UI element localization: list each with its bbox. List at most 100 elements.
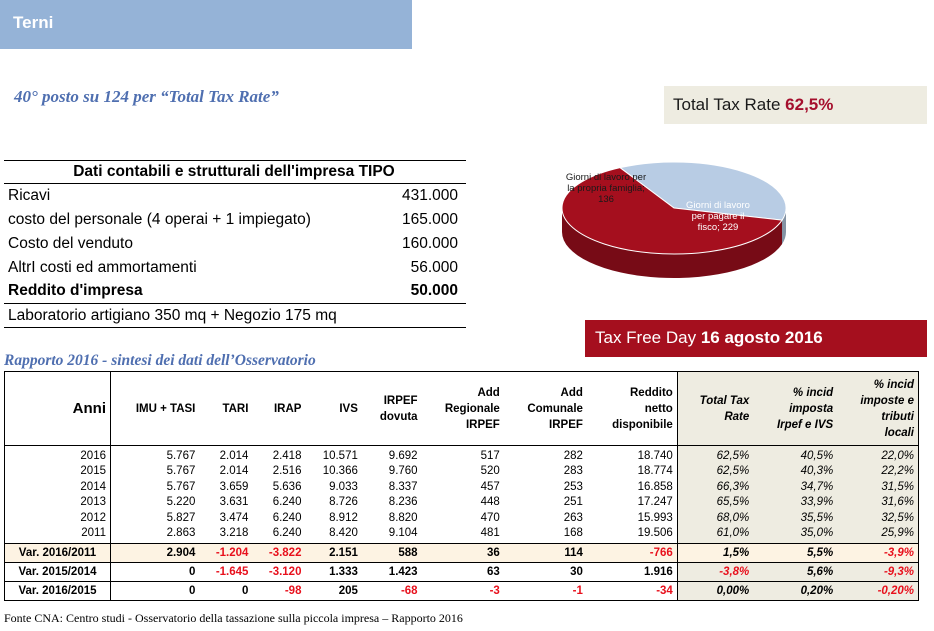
value-cell: 0	[110, 562, 200, 582]
value-cell: 0	[199, 581, 253, 601]
value-cell: 10.571	[322, 450, 358, 463]
value-cell: 68,0%	[676, 510, 754, 526]
value-cell: 40,5%	[753, 445, 838, 464]
impresa-row: AltrI costi ed ammortamenti 56.000	[8, 258, 458, 276]
value-cell: 5,5%	[753, 543, 838, 563]
column-header: IVS	[305, 371, 362, 446]
value-cell: 8.912	[329, 511, 358, 524]
value-cell: 470	[480, 511, 500, 524]
value-cell: 205	[305, 581, 362, 601]
osservatorio-subtitle: Rapporto 2016 - sintesi dei dati dell’Os…	[4, 352, 316, 369]
value-cell: 2.151	[305, 543, 362, 563]
value-cell: 9.104	[388, 527, 418, 540]
pie-slice	[561, 167, 783, 255]
value-cell: 2.863	[166, 527, 196, 540]
year-row: 2013 5.220 3.631 6.240 8.726 8.236 448 251 17.24…	[4, 494, 920, 510]
value-cell: 481	[480, 527, 500, 540]
value-cell: 0,00%	[676, 581, 754, 601]
value-cell: 1.423	[361, 562, 422, 582]
value-cell: 9.033	[329, 480, 358, 493]
variation-row: Var. 2016/2015 0 0 -98 205 -68 -3 -1 -34 0,00% 0,2…	[4, 581, 920, 601]
value-cell: 61,0%	[676, 525, 754, 544]
value-cell: 0,20%	[753, 581, 838, 601]
value-cell: 34,7%	[753, 479, 838, 495]
value-cell: 6.240	[272, 496, 302, 509]
impresa-row: costo del personale (4 operai + 1 impieg…	[8, 210, 458, 228]
rank-headline: 40° posto su 124 per “Total Tax Rate”	[14, 87, 279, 106]
impresa-footer-row: Laboratorio artigiano 350 mq + Negozio 1…	[4, 303, 466, 328]
value-cell: 10.366	[322, 465, 358, 478]
year-cell: 2012	[4, 510, 111, 526]
value-cell: 18.774	[637, 465, 673, 478]
page-title: Terni	[13, 13, 54, 32]
value-cell: -3,8%	[676, 562, 754, 582]
year-cell: 2016	[4, 445, 111, 464]
impresa-header: Dati contabili e strutturali dell'impres…	[4, 160, 466, 184]
value-cell: -766	[586, 543, 678, 563]
value-cell: 2.014	[219, 450, 249, 463]
value-cell: 5.767	[166, 465, 196, 478]
impresa-row: Ricavi 431.000	[8, 186, 458, 204]
column-header-anni: Anni	[4, 371, 111, 446]
value-cell: 5.220	[166, 496, 196, 509]
value-cell: 251	[563, 496, 583, 509]
value-cell: 31,6%	[837, 494, 920, 510]
value-cell: 457	[480, 480, 500, 493]
year-row: 2015 5.767 2.014 2.516 10.366 9.760 520 283 18.7…	[4, 463, 920, 479]
value-cell: 3.474	[219, 511, 249, 524]
value-cell: 5.636	[272, 480, 302, 493]
value-cell: -1	[503, 581, 587, 601]
column-header: % incid imposta Irpef e IVS	[753, 371, 838, 446]
value-cell: 63	[421, 562, 504, 582]
value-cell: 1,5%	[676, 543, 754, 563]
variation-row: Var. 2016/2011 2.904 -1.204 -3.822 2.151 588 3…	[4, 543, 920, 563]
value-cell: 1.333	[305, 562, 362, 582]
total-tax-rate-box: Total Tax Rate 62,5%	[664, 86, 927, 124]
year-row: 2014 5.767 3.659 5.636 9.033 8.337 457 253 16.85…	[4, 479, 920, 495]
value-cell: -1.204	[199, 543, 253, 563]
value-cell: 3.659	[219, 480, 249, 493]
value-cell: 5.827	[166, 511, 196, 524]
year-cell: 2011	[4, 525, 111, 544]
value-cell: 31,5%	[837, 479, 920, 495]
value-cell: 8.820	[388, 511, 418, 524]
value-cell: -3.822	[252, 543, 306, 563]
value-cell: 114	[503, 543, 587, 563]
value-cell: 168	[563, 527, 583, 540]
value-cell: 2.418	[272, 450, 302, 463]
value-cell: -1.645	[199, 562, 253, 582]
year-row: 2011 2.863 3.218 6.240 8.420 9.104 481 168 19.50…	[4, 525, 920, 544]
value-cell: 8.236	[388, 496, 418, 509]
value-cell: 8.337	[388, 480, 418, 493]
column-header: Add Comunale IRPEF	[503, 371, 587, 446]
value-cell: 65,5%	[676, 494, 754, 510]
tax-free-day-box: Tax Free Day 16 agosto 2016	[585, 320, 927, 357]
impresa-row: Costo del venduto 160.000	[8, 234, 458, 252]
value-cell: -3,9%	[837, 543, 920, 563]
value-cell: 40,3%	[753, 463, 838, 479]
value-cell: 66,3%	[676, 479, 754, 495]
value-cell: 9.760	[388, 465, 418, 478]
variation-label: Var. 2016/2015	[4, 581, 111, 601]
column-header: Add Regionale IRPEF	[421, 371, 504, 446]
column-header: % incid imposte e tributi locali	[837, 371, 920, 446]
year-cell: 2014	[4, 479, 111, 495]
value-cell: 8.420	[329, 527, 358, 540]
value-cell: 35,0%	[753, 525, 838, 544]
value-cell: 448	[480, 496, 500, 509]
ttr-value: 62,5%	[785, 95, 834, 114]
value-cell: 17.247	[637, 496, 673, 509]
variation-row: Var. 2015/2014 0 -1.645 -3.120 1.333 1.423 63 3…	[4, 562, 920, 582]
column-header: IMU + TASI	[110, 371, 200, 446]
source-note: Fonte CNA: Centro studi - Osservatorio d…	[4, 611, 463, 625]
value-cell: -34	[586, 581, 678, 601]
ttr-label: Total Tax Rate	[673, 95, 781, 114]
year-row: 2016 5.767 2.014 2.418 10.571 9.692 517 282 18.7…	[4, 445, 920, 464]
value-cell: 22,0%	[837, 445, 920, 464]
value-cell: 520	[480, 465, 500, 478]
value-cell: 35,5%	[753, 510, 838, 526]
value-cell: 30	[503, 562, 587, 582]
value-cell: 2.904	[110, 543, 200, 563]
pie-slice-label: Giorni di lavoro per la propria famiglia;…	[566, 172, 646, 205]
value-cell: 33,9%	[753, 494, 838, 510]
